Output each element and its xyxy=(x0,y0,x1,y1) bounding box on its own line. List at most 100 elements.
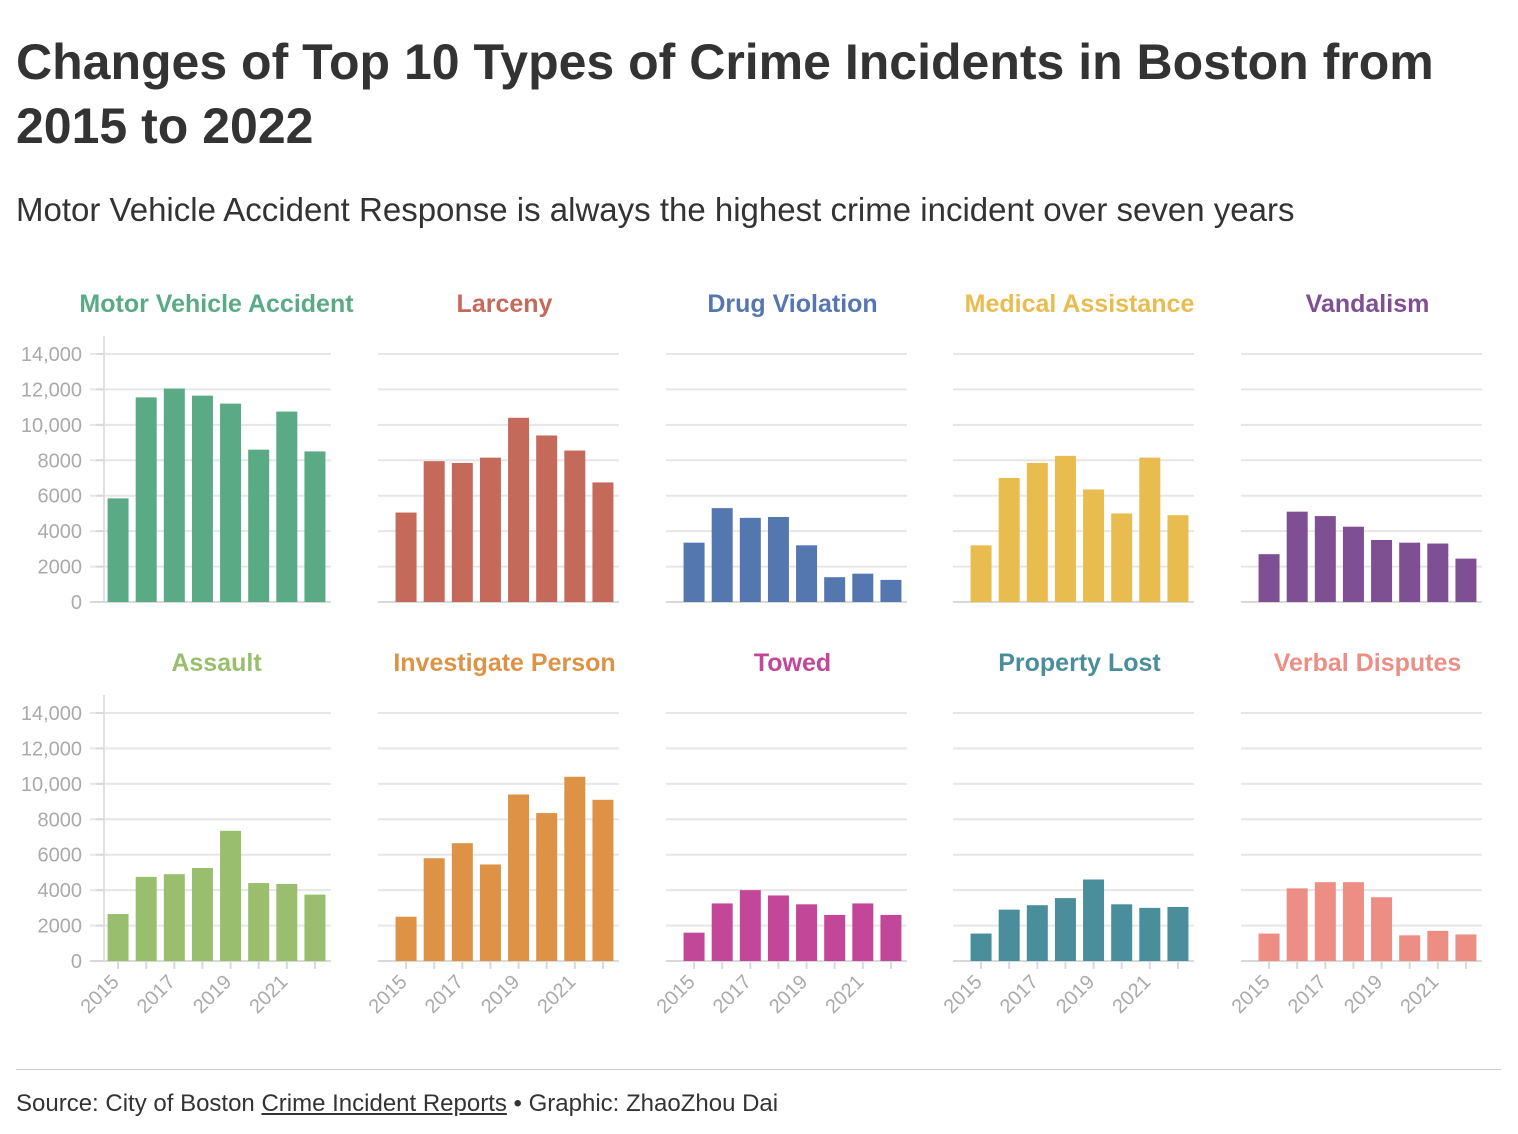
y-tick-label: 10,000 xyxy=(21,415,82,437)
panel-title-investigate-person: Investigate Person xyxy=(393,649,615,677)
bar-verbal-disputes-2022 xyxy=(1455,934,1477,961)
bar-drug-violation-2020 xyxy=(824,577,846,602)
panel-title-medical-assistance: Medical Assistance xyxy=(965,290,1195,318)
bar-assault-2017 xyxy=(163,874,185,961)
bar-verbal-disputes-2021 xyxy=(1427,930,1449,961)
bar-vandalism-2015 xyxy=(1258,554,1280,602)
x-tick-label: 2017 xyxy=(996,971,1043,1018)
bar-larceny-2017 xyxy=(451,462,473,602)
bar-larceny-2015 xyxy=(395,512,417,602)
bar-investigate-person-2016 xyxy=(423,858,445,961)
bar-drug-violation-2017 xyxy=(739,517,761,602)
bar-medical-assistance-2016 xyxy=(998,478,1020,602)
y-tick-label: 12,000 xyxy=(21,738,82,760)
y-tick-label: 6000 xyxy=(38,845,83,867)
bar-motor-vehicle-accident-2018 xyxy=(191,395,213,602)
bar-larceny-2021 xyxy=(564,450,586,602)
bar-assault-2020 xyxy=(248,883,270,961)
bar-motor-vehicle-accident-2017 xyxy=(163,388,185,602)
bar-towed-2015 xyxy=(683,932,705,961)
x-tick-label: 2021 xyxy=(1396,971,1443,1018)
bar-vandalism-2021 xyxy=(1427,543,1449,602)
bar-assault-2018 xyxy=(191,868,213,961)
bar-assault-2019 xyxy=(220,830,242,961)
bar-larceny-2019 xyxy=(508,417,530,602)
bar-motor-vehicle-accident-2016 xyxy=(135,397,157,602)
bar-motor-vehicle-accident-2015 xyxy=(107,498,129,602)
y-tick-label: 2000 xyxy=(38,557,83,579)
bar-motor-vehicle-accident-2021 xyxy=(276,411,298,602)
bar-medical-assistance-2022 xyxy=(1167,515,1189,602)
panel-title-motor-vehicle-accident: Motor Vehicle Accident xyxy=(79,290,354,318)
y-tick-label: 8000 xyxy=(38,450,83,472)
y-tick-label: 14,000 xyxy=(21,703,82,725)
bar-vandalism-2018 xyxy=(1342,526,1364,602)
bar-towed-2017 xyxy=(739,890,761,961)
bar-motor-vehicle-accident-2019 xyxy=(220,403,242,602)
x-tick-label: 2021 xyxy=(533,971,580,1018)
bar-towed-2022 xyxy=(880,914,902,961)
bar-drug-violation-2018 xyxy=(767,516,789,602)
y-tick-label: 14,000 xyxy=(21,344,82,366)
bar-towed-2019 xyxy=(796,904,818,961)
x-tick-label: 2019 xyxy=(477,971,524,1018)
bar-investigate-person-2017 xyxy=(451,843,473,961)
bar-property-lost-2017 xyxy=(1026,905,1048,961)
bar-property-lost-2016 xyxy=(998,909,1020,961)
graphic-credit: Graphic: ZhaoZhou Dai xyxy=(528,1090,779,1117)
bar-medical-assistance-2019 xyxy=(1083,489,1105,602)
y-tick-label: 8000 xyxy=(38,809,83,831)
y-tick-label: 2000 xyxy=(38,916,83,938)
y-tick-label: 10,000 xyxy=(21,774,82,796)
bar-verbal-disputes-2019 xyxy=(1371,897,1393,961)
bar-towed-2016 xyxy=(711,903,733,961)
y-tick-label: 12,000 xyxy=(21,379,82,401)
panel-title-property-lost: Property Lost xyxy=(998,649,1161,677)
panel-title-assault: Assault xyxy=(171,649,262,677)
bar-larceny-2016 xyxy=(423,461,445,602)
panel-title-towed: Towed xyxy=(754,649,831,677)
bar-assault-2021 xyxy=(276,883,298,961)
bar-vandalism-2020 xyxy=(1399,542,1421,602)
bar-vandalism-2017 xyxy=(1314,516,1336,602)
bar-drug-violation-2021 xyxy=(852,573,874,602)
bar-vandalism-2016 xyxy=(1286,511,1308,602)
bar-assault-2016 xyxy=(135,876,157,961)
x-tick-label: 2017 xyxy=(1284,971,1331,1018)
bar-property-lost-2018 xyxy=(1054,898,1076,961)
bar-vandalism-2019 xyxy=(1371,540,1393,602)
bar-property-lost-2021 xyxy=(1139,907,1161,961)
bar-verbal-disputes-2015 xyxy=(1258,933,1280,961)
x-tick-label: 2019 xyxy=(1340,971,1387,1018)
panel-title-larceny: Larceny xyxy=(457,290,553,318)
bar-vandalism-2022 xyxy=(1455,558,1477,602)
x-tick-label: 2015 xyxy=(1228,971,1275,1018)
bar-verbal-disputes-2018 xyxy=(1342,882,1364,961)
bar-drug-violation-2016 xyxy=(711,508,733,602)
x-tick-label: 2017 xyxy=(709,971,756,1018)
bar-motor-vehicle-accident-2020 xyxy=(248,449,270,602)
x-tick-label: 2021 xyxy=(821,971,868,1018)
bar-medical-assistance-2015 xyxy=(970,545,992,602)
panel-title-verbal-disputes: Verbal Disputes xyxy=(1274,649,1462,677)
source-link[interactable]: Crime Incident Reports xyxy=(261,1090,507,1117)
bar-property-lost-2022 xyxy=(1167,906,1189,961)
bar-investigate-person-2022 xyxy=(592,799,614,961)
bar-larceny-2018 xyxy=(479,457,501,602)
y-tick-label: 0 xyxy=(71,951,82,973)
credit-separator: • xyxy=(506,1090,529,1117)
bar-investigate-person-2021 xyxy=(564,776,586,961)
bar-verbal-disputes-2020 xyxy=(1399,935,1421,961)
panel-title-vandalism: Vandalism xyxy=(1306,290,1430,318)
x-tick-label: 2017 xyxy=(133,971,180,1018)
chart-title: Changes of Top 10 Types of Crime Inciden… xyxy=(16,34,1434,154)
bar-verbal-disputes-2017 xyxy=(1314,882,1336,961)
bar-medical-assistance-2018 xyxy=(1054,455,1076,602)
y-tick-label: 4000 xyxy=(38,521,83,543)
bar-medical-assistance-2021 xyxy=(1139,457,1161,602)
x-tick-label: 2017 xyxy=(421,971,468,1018)
x-tick-label: 2021 xyxy=(245,971,292,1018)
bar-drug-violation-2015 xyxy=(683,542,705,602)
x-tick-label: 2021 xyxy=(1108,971,1155,1018)
x-tick-label: 2015 xyxy=(653,971,700,1018)
